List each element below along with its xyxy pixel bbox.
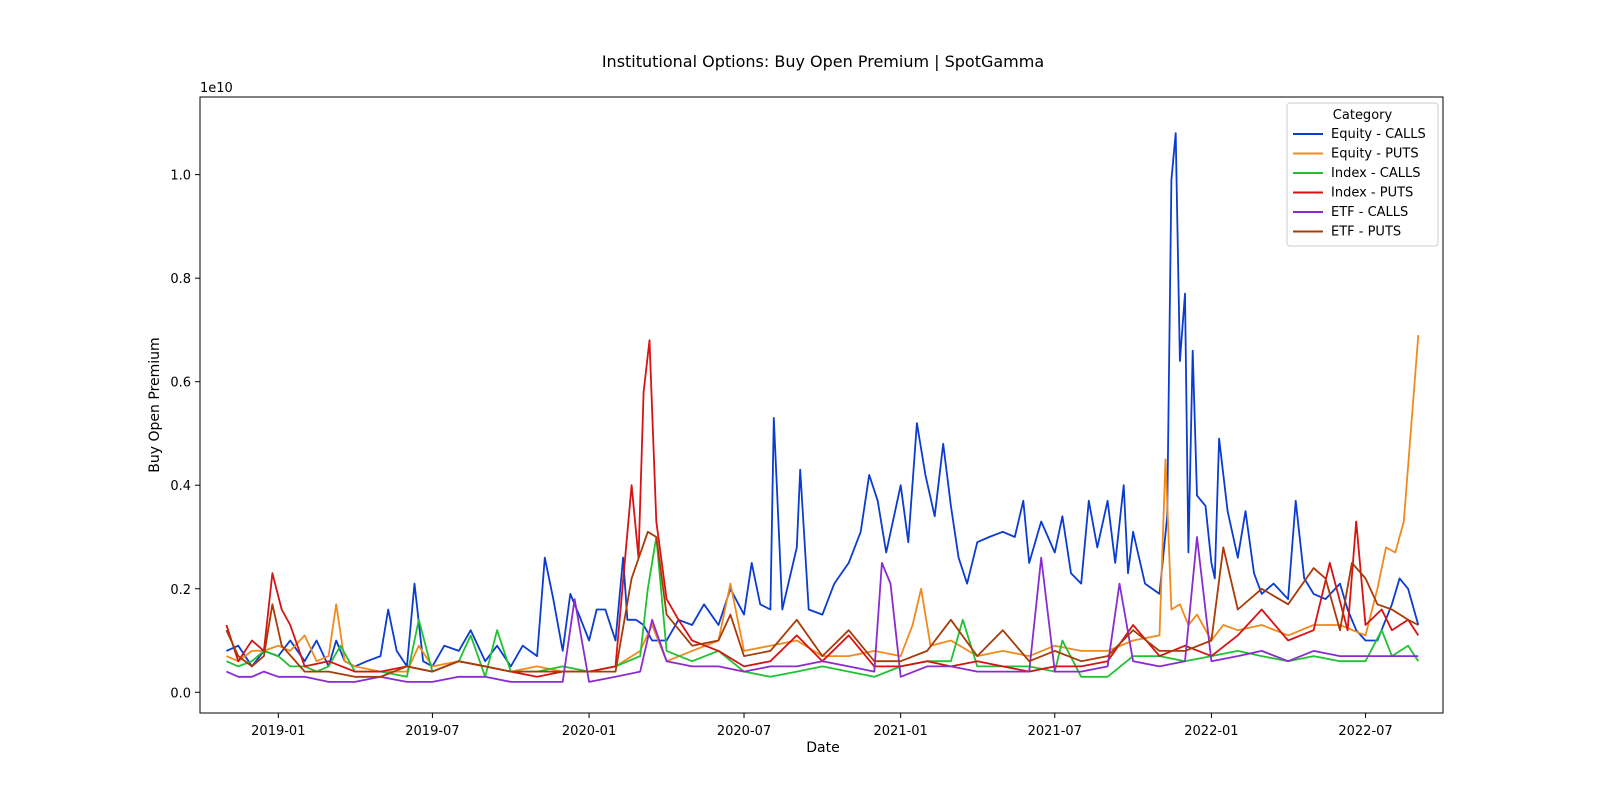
x-tick-label-4: 2021-01 [874, 724, 928, 739]
legend-label-4: ETF - CALLS [1331, 205, 1408, 220]
series-line-etf-puts [225, 530, 1419, 678]
legend-label-2: Index - CALLS [1331, 166, 1420, 181]
x-tick-label-3: 2020-07 [717, 724, 771, 739]
y-offset-label: 1e10 [200, 81, 233, 96]
y-tick-label-4: 0.8 [170, 272, 191, 287]
legend: Category Equity - CALLS Equity - PUTS Index… [1286, 102, 1439, 247]
legend-label-0: Equity - CALLS [1331, 127, 1426, 142]
legend-label-3: Index - PUTS [1331, 186, 1413, 201]
x-tick-label-7: 2022-07 [1338, 724, 1392, 739]
plot-area: 0.0 0.2 0.4 0.6 0.8 1.0 2019-01 2019-07 2020-01 2… [170, 96, 1444, 739]
legend-title: Category [1333, 108, 1393, 123]
x-tick-label-5: 2021-07 [1028, 724, 1082, 739]
series-line-equity-calls [226, 132, 1420, 668]
plot-frame [199, 96, 1444, 714]
x-tick-label-0: 2019-01 [251, 724, 305, 739]
y-tick-label-1: 0.2 [170, 583, 191, 598]
x-tick-label-2: 2020-01 [562, 724, 616, 739]
y-axis-title: Buy Open Premium [147, 337, 163, 472]
x-tick-label-1: 2019-07 [405, 724, 459, 739]
series-line-equity-puts [226, 335, 1420, 673]
y-tick-label-3: 0.6 [170, 376, 191, 391]
legend-label-5: ETF - PUTS [1331, 225, 1401, 240]
chart-title: Institutional Options: Buy Open Premium … [602, 52, 1044, 71]
y-tick-label-5: 1.0 [170, 169, 191, 184]
x-tick-label-6: 2022-01 [1184, 724, 1238, 739]
legend-label-1: Equity - PUTS [1331, 147, 1419, 162]
y-tick-label-2: 0.4 [170, 479, 191, 494]
series-line-etf-calls [226, 536, 1419, 683]
series-line-index-puts [225, 339, 1420, 678]
x-axis-title: Date [806, 740, 839, 756]
y-tick-label-0: 0.0 [170, 686, 191, 701]
legend-box [1286, 102, 1439, 247]
